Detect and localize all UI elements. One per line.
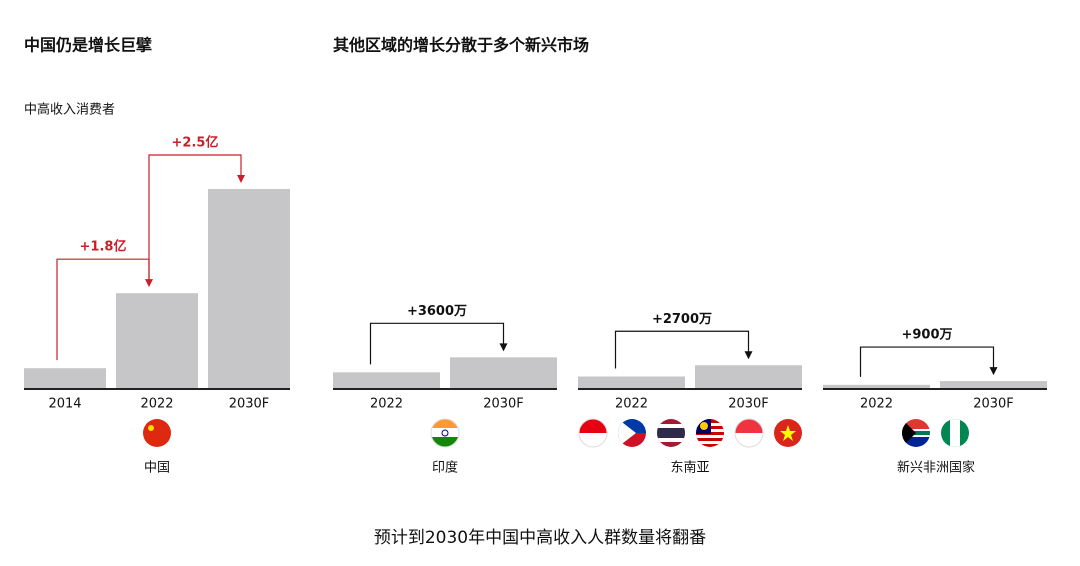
flag-indonesia	[578, 418, 608, 448]
annotation-arrow	[237, 175, 245, 183]
flag-nigeria	[941, 419, 969, 447]
annotation-bracket	[369, 322, 505, 365]
x-tick-label: 2030F	[483, 397, 524, 412]
flag-philippines	[618, 419, 646, 447]
bar	[823, 384, 930, 389]
flag-star	[780, 425, 796, 441]
bar	[578, 376, 685, 389]
bar	[940, 381, 1047, 389]
annotation-arrow	[744, 351, 753, 360]
annotation-arrow	[499, 343, 508, 352]
x-tick-label: 2030F	[728, 397, 769, 412]
bar	[450, 357, 557, 389]
flag-star	[148, 425, 154, 431]
region-label: 中国	[144, 461, 170, 476]
flags	[143, 418, 969, 448]
bar	[695, 365, 802, 389]
heading-right: 其他区域的增长分散于多个新兴市场	[333, 36, 589, 55]
annotation-bracket	[148, 154, 242, 286]
annotation: +900万	[901, 328, 952, 343]
flag-singapore	[734, 418, 764, 448]
bar	[208, 189, 290, 389]
x-tick-label: 2022	[615, 397, 648, 412]
region-label: 新兴非洲国家	[897, 460, 975, 476]
bar	[116, 293, 198, 389]
bar	[24, 368, 106, 389]
flag-south-africa	[902, 419, 930, 447]
annotation-arrow	[989, 367, 998, 376]
x-tick-label: 2030F	[973, 397, 1014, 412]
annotation-bracket	[859, 346, 995, 377]
x-tick-label: 2022	[370, 397, 403, 412]
annotation: +2700万	[652, 312, 712, 327]
x-tick-label: 2030F	[229, 397, 270, 412]
flag-thailand	[657, 419, 685, 447]
annotation: +1.8亿	[80, 239, 127, 255]
annotation: +3600万	[407, 304, 467, 319]
heading-left: 中国仍是增长巨擘	[24, 36, 152, 55]
bar	[333, 372, 440, 389]
footer: 预计到2030年中国中高收入人群数量将翻番	[374, 528, 706, 548]
flag-malaysia	[696, 419, 724, 447]
annotation-bracket	[614, 330, 750, 369]
region-label: 东南亚	[670, 460, 709, 476]
annotation: +2.5亿	[172, 135, 219, 151]
subtitle: 中高收入消费者	[24, 102, 115, 118]
flag-india	[430, 418, 460, 448]
x-tick-label: 2014	[48, 397, 81, 412]
x-tick-label: 2022	[860, 397, 893, 412]
flag-china	[143, 419, 171, 447]
x-tick-label: 2022	[140, 397, 173, 412]
region-label: 印度	[432, 460, 458, 476]
